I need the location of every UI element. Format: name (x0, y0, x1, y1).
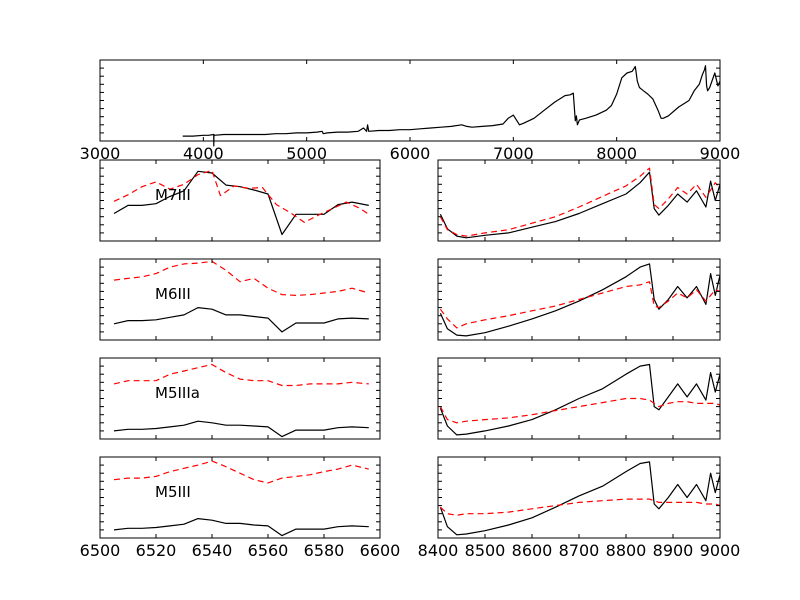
panel-M5IIIa-red (437, 357, 721, 440)
dashed-series-line (113, 363, 369, 387)
axes-frame (99, 159, 381, 242)
solid-series-line (439, 263, 721, 337)
dashed-series-line (439, 498, 721, 516)
panel-M6III-blue: M6III (99, 258, 381, 341)
x-tick-label: 6560 (248, 541, 289, 560)
axes-frame (99, 59, 721, 142)
x-tick-label: 6500 (80, 541, 121, 560)
dashed-series-line (113, 460, 369, 484)
axes-frame (437, 159, 721, 242)
solid-series-line (439, 363, 721, 436)
panel-M6III-red (437, 258, 721, 341)
x-tick-label: 6600 (360, 541, 401, 560)
axes-frame (99, 357, 381, 440)
solid-series-line (439, 171, 721, 239)
x-tick-label: 6520 (136, 541, 177, 560)
x-tick-label: 8700 (559, 541, 600, 560)
panel-label: M6III (155, 285, 191, 303)
x-tick-label: 8500 (465, 541, 506, 560)
axes-frame (437, 456, 721, 539)
x-tick-label: 8400 (418, 541, 459, 560)
x-tick-label: 6580 (304, 541, 345, 560)
x-tick-label: 9000 (700, 541, 741, 560)
panel-M5III-red: 8400 8500 8600 8700 8800 8900 9000 (418, 456, 741, 560)
x-tick-label: 7000 (493, 144, 534, 163)
dashed-series-line (439, 397, 721, 424)
solid-series-line (113, 420, 369, 438)
dashed-series-line (439, 167, 721, 237)
x-tick-label: 5000 (286, 144, 327, 163)
x-tick-label: 4000 (183, 144, 224, 163)
solid-series-line (113, 517, 369, 537)
x-tick-label: 3000 (80, 144, 121, 163)
x-tick-label: 8000 (596, 144, 637, 163)
panel-M5III-blue: 6500 6520 6540 6560 6580 6600 M5III (80, 456, 401, 560)
panel-M5IIIa-blue: M5IIIa (99, 357, 381, 440)
solid-series-line (182, 65, 721, 147)
x-tick-label: 6540 (192, 541, 233, 560)
panel-M7III-red (437, 159, 721, 242)
axes-frame (99, 258, 381, 341)
solid-series-line (439, 461, 721, 536)
x-tick-label: 8600 (512, 541, 553, 560)
x-tick-label: 9000 (700, 144, 741, 163)
x-tick-label: 6000 (390, 144, 431, 163)
panel-label: M7III (155, 186, 191, 204)
solid-series-line (113, 307, 369, 333)
x-tick-label: 8900 (653, 541, 694, 560)
dashed-series-line (113, 260, 369, 296)
solid-series-line (113, 170, 369, 236)
dashed-series-line (113, 169, 370, 223)
panel-label: M5III (155, 483, 191, 501)
panel-label: M5IIIa (155, 384, 200, 402)
panel-full: 3000 4000 5000 6000 7000 8000 9000 (80, 59, 741, 163)
panel-M7III-blue: M7III (99, 159, 381, 242)
dashed-series-line (439, 281, 721, 329)
x-tick-label: 8800 (606, 541, 647, 560)
